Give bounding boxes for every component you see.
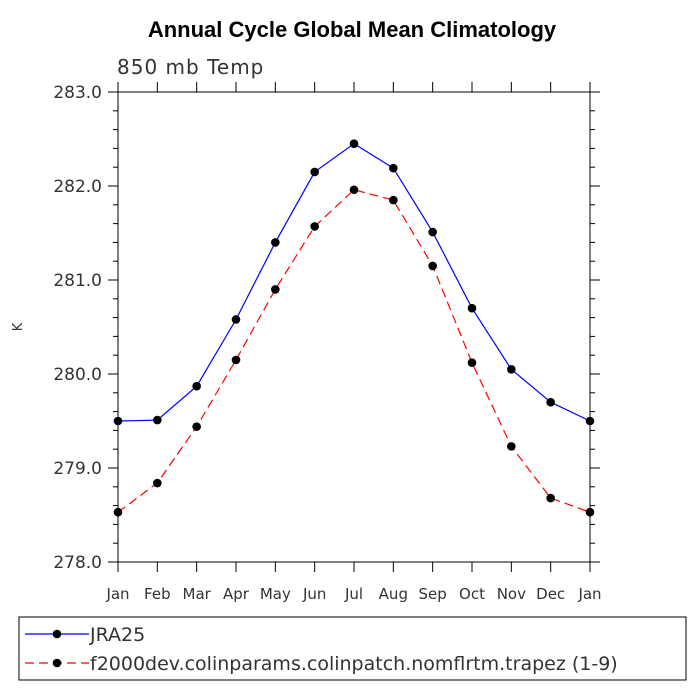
data-point-series-2 — [113, 507, 123, 517]
series-line-2 — [117, 189, 591, 513]
data-point-series-1 — [389, 163, 398, 173]
data-point-series-2 — [507, 442, 516, 451]
legend-label-1: JRA25 — [89, 624, 145, 646]
data-point-series-1 — [428, 227, 437, 237]
x-tick-label: Aug — [379, 585, 408, 603]
data-point-series-1 — [507, 365, 516, 374]
data-point-series-2 — [389, 195, 398, 205]
data-point-series-2 — [192, 422, 201, 431]
data-point-series-2 — [349, 185, 359, 195]
data-point-series-1 — [585, 416, 595, 426]
legend: JRA25 f2000dev.colinparams.colinpatch.nom… — [18, 616, 687, 681]
data-point-series-1 — [113, 416, 123, 426]
axis-ticks — [108, 82, 600, 572]
chart-title: Annual Cycle Global Mean Climatology — [148, 17, 557, 42]
x-tick-label: Dec — [536, 585, 565, 603]
data-point-series-1 — [467, 303, 477, 313]
y-tick-label: 279.0 — [53, 459, 102, 479]
x-tick-label: Jan — [577, 585, 601, 603]
series-line-1 — [117, 142, 591, 422]
data-point-series-2 — [546, 493, 555, 503]
y-tick-labels: 278.0 279.0 280.0 281.0 282.0 283.0 — [53, 83, 102, 573]
x-tick-label: May — [260, 585, 291, 603]
data-point-series-2 — [467, 358, 477, 368]
x-tick-label: Apr — [223, 585, 250, 603]
y-tick-label: 281.0 — [53, 271, 102, 291]
legend-marker-2 — [52, 658, 62, 668]
data-point-series-1 — [192, 381, 201, 391]
data-point-series-2 — [310, 222, 319, 231]
data-point-series-2 — [271, 285, 280, 294]
x-tick-label: Oct — [459, 585, 485, 603]
x-tick-label: Nov — [497, 585, 526, 603]
x-tick-label: Jun — [302, 585, 326, 603]
x-tick-labels: Jan Feb Mar Apr May Jun Jul Aug Sep Oct Nov Dec Jan — [105, 585, 601, 603]
data-point-series-1 — [231, 315, 241, 324]
chart-subtitle: 850 mb Temp — [117, 55, 264, 79]
data-point-series-1 — [271, 238, 280, 247]
y-tick-label: 282.0 — [53, 177, 102, 197]
data-point-series-1 — [153, 415, 162, 425]
x-tick-label: Jul — [344, 585, 363, 603]
y-tick-label: 278.0 — [53, 553, 102, 573]
data-point-series-1 — [349, 139, 359, 148]
data-point-series-2 — [428, 261, 437, 271]
legend-box — [18, 616, 687, 681]
data-point-series-2 — [153, 478, 162, 488]
y-tick-label: 280.0 — [53, 365, 102, 385]
data-point-series-1 — [310, 167, 319, 177]
x-tick-label: Mar — [183, 585, 212, 603]
plot-frame — [117, 91, 591, 563]
legend-marker-1 — [52, 629, 62, 639]
data-point-series-1 — [546, 397, 555, 407]
y-tick-label: 283.0 — [53, 83, 102, 103]
series-layer — [113, 139, 595, 517]
legend-label-2: f2000dev.colinparams.colinpatch.nomflrtm… — [90, 653, 618, 675]
data-point-series-2 — [231, 355, 241, 365]
x-tick-label: Sep — [419, 585, 447, 603]
y-axis-label: K — [11, 322, 26, 331]
data-point-series-2 — [585, 507, 595, 517]
x-tick-label: Jan — [105, 585, 129, 603]
x-tick-label: Feb — [144, 585, 171, 603]
